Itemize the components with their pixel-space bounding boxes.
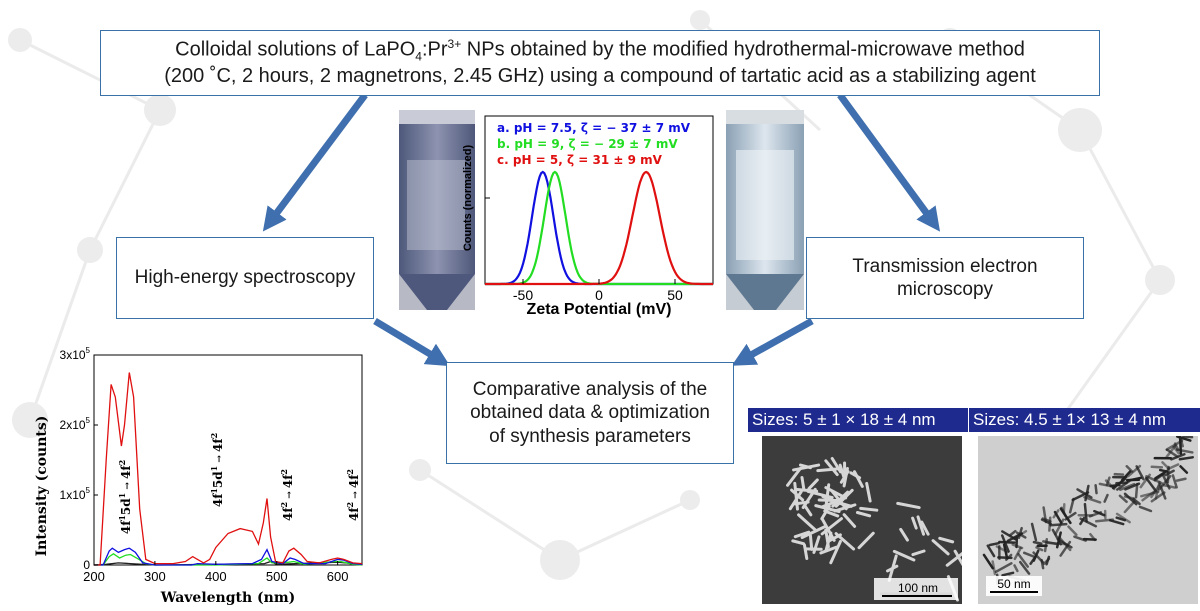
transition-annotation-0: 4f15d1 → 4f2 — [117, 460, 133, 534]
luminescence-spectrum-chart: 200 300 400 500 600 0 1x105 2x105 3x105 4f15d1 →… — [34, 346, 363, 606]
spectrum-xtick-label: 600 — [327, 569, 349, 584]
vial-photo-left — [399, 110, 475, 310]
transition-annotation-2: 4f2 → 4f2 — [279, 469, 295, 521]
arrow-spectroscopy-to-analysis — [373, 317, 451, 367]
tem-label-line-1: Transmission electron — [852, 255, 1038, 277]
tem-image-left: 100 nm — [762, 436, 962, 604]
spectrum-series-0 — [94, 372, 363, 566]
arrow-tem-to-analysis — [731, 317, 814, 366]
spectrum-xtick-label: 300 — [144, 569, 166, 584]
scale-bar-text-left: 100 nm — [898, 581, 938, 595]
spectrum-xtick-label: 200 — [83, 569, 105, 584]
high-energy-spectroscopy-box: High-energy spectroscopy — [116, 237, 374, 319]
spectrum-ytick-label: 3x105 — [60, 346, 91, 362]
spectrum-series-1 — [94, 547, 363, 566]
tem-image-right: 50 nm — [978, 436, 1198, 604]
synthesis-line-2: (200 ˚C, 2 hours, 2 magnetrons, 2.45 GHz… — [164, 65, 1036, 88]
zeta-legend-c: c. pH = 5, ζ = 31 ± 9 mV — [497, 153, 663, 167]
synthesis-line-1: Colloidal solutions of LaPO4:Pr3+ NPs ob… — [175, 37, 1025, 64]
spectrum-xtick-label: 500 — [266, 569, 288, 584]
spectroscopy-label: High-energy spectroscopy — [134, 267, 356, 289]
tem-size-label-right: Sizes: 4.5 ± 1× 13 ± 4 nm — [969, 408, 1200, 432]
zeta-xtick-label: 0 — [595, 287, 603, 303]
scale-bar-text-right: 50 nm — [997, 577, 1030, 591]
zeta-xlabel: Zeta Potential (mV) — [527, 301, 672, 318]
zeta-ylabel: Counts (normalized) — [462, 145, 474, 252]
spectrum-ytick-label: 1x105 — [60, 486, 91, 502]
zeta-xtick-label: 50 — [667, 287, 683, 303]
comparative-analysis-box: Comparative analysis of the obtained dat… — [446, 362, 734, 464]
tem-size-label-left: Sizes: 5 ± 1 × 18 ± 4 nm — [748, 408, 968, 432]
analysis-line-3: of synthesis parameters — [489, 425, 691, 447]
vial-photo-right — [726, 110, 804, 310]
spectrum-xtick-label: 400 — [205, 569, 227, 584]
transition-annotation-1: 4f15d1 → 4f2 — [209, 433, 225, 507]
spectrum-plot-frame — [93, 354, 363, 566]
arrow-to-tem — [837, 92, 941, 232]
synthesis-description-box: Colloidal solutions of LaPO4:Pr3+ NPs ob… — [100, 30, 1100, 96]
spectrum-ytick-label: 2x105 — [60, 416, 91, 432]
zeta-plot-frame — [484, 115, 714, 285]
zeta-legend-a: a. pH = 7.5, ζ = − 37 ± 7 mV — [497, 121, 691, 135]
zeta-potential-chart: -50 0 50 a. pH = 7.5, ζ = − 37 ± 7 mV b. p… — [462, 115, 714, 318]
analysis-line-1: Comparative analysis of the — [472, 379, 708, 401]
tem-label-line-2: microscopy — [896, 279, 994, 300]
analysis-line-2: obtained data & optimization — [470, 402, 710, 424]
spectrum-ytick-label: 0 — [83, 558, 90, 572]
zeta-xtick-label: -50 — [513, 287, 533, 303]
zeta-legend-b: b. pH = 9, ζ = − 29 ± 7 mV — [497, 137, 678, 151]
spectrum-ylabel: Intensity (counts) — [34, 416, 50, 557]
arrow-to-spectroscopy — [262, 92, 368, 232]
transition-annotation-3: 4f2 → 4f2 — [345, 469, 361, 521]
spectrum-xlabel: Wavelength (nm) — [160, 590, 296, 606]
tem-box: Transmission electron microscopy — [806, 237, 1084, 319]
